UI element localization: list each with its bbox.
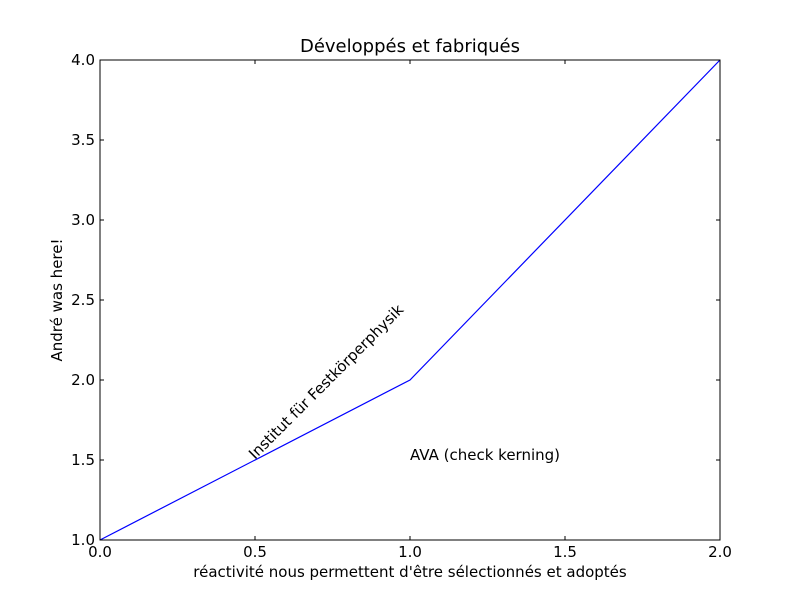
x-tick-label: 0.5 [243, 543, 267, 561]
y-tick-label: 2.0 [71, 371, 95, 389]
tick-layer: 0.0 0.5 1.0 1.5 2.0 1.0 1.5 2.0 2.5 3.0 3.5 4.0 [71, 51, 732, 561]
x-axis-label: réactivité nous permettent d'être sélect… [193, 563, 627, 581]
y-tick-label: 1.5 [71, 451, 95, 469]
y-tick-label: 3.5 [71, 131, 95, 149]
y-tick-label: 2.5 [71, 291, 95, 309]
plot-area [100, 60, 720, 540]
plot-frame [99, 59, 721, 541]
chart-title: Développés et fabriqués [300, 36, 520, 57]
x-tick-label: 2.0 [708, 543, 732, 561]
y-tick-label: 3.0 [71, 211, 95, 229]
x-tick-label: 1.5 [553, 543, 577, 561]
y-axis-label: André was here! [48, 239, 66, 362]
x-tick-label: 1.0 [398, 543, 422, 561]
series-line-0 [99, 59, 721, 541]
y-tick-label: 4.0 [71, 51, 95, 69]
series-layer [99, 59, 721, 541]
x-tick-label: 0.0 [88, 543, 112, 561]
y-tick-label: 1.0 [71, 531, 95, 549]
annotation-text-1: AVA (check kerning) [410, 446, 560, 464]
